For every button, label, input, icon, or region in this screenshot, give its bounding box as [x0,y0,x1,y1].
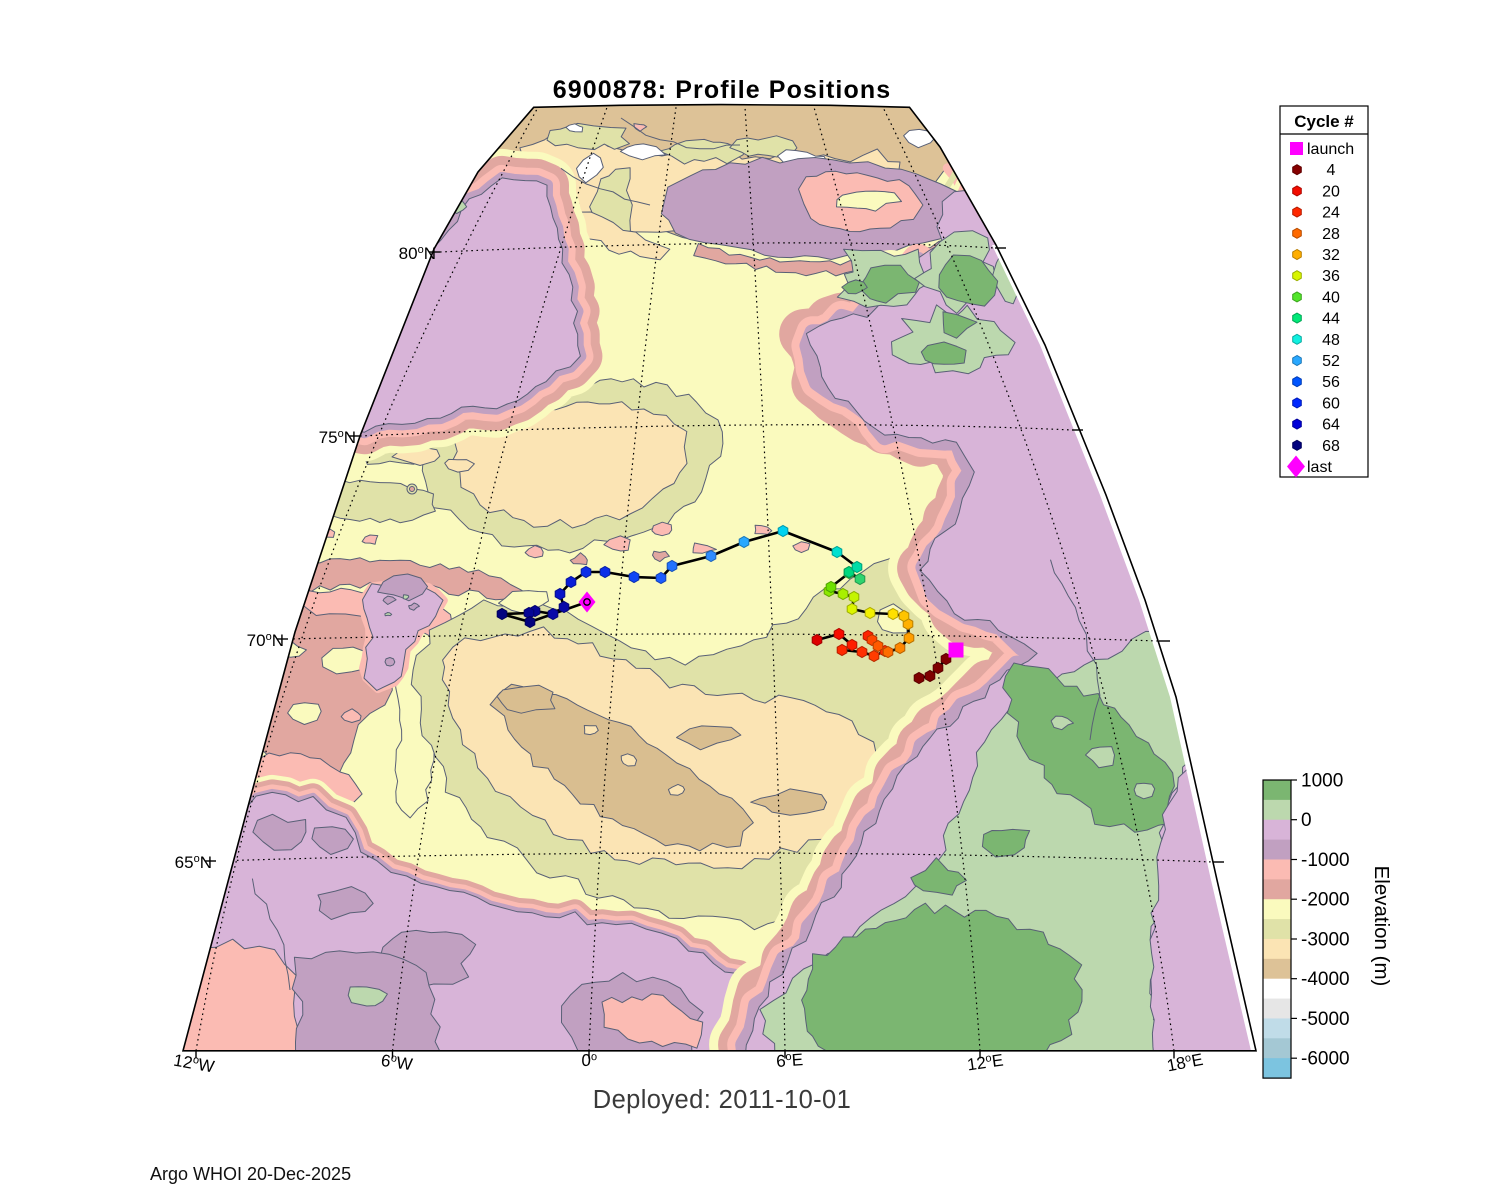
svg-text:-6000: -6000 [1301,1049,1350,1070]
svg-text:24: 24 [1322,205,1340,222]
svg-text:-5000: -5000 [1301,1009,1350,1030]
svg-text:18oE: 18oE [1165,1050,1204,1076]
svg-text:48: 48 [1322,332,1340,349]
svg-text:65oN: 65oN [175,853,212,872]
svg-text:36: 36 [1322,268,1340,285]
svg-text:28: 28 [1322,226,1340,243]
svg-text:-2000: -2000 [1301,890,1350,911]
svg-text:12oE: 12oE [966,1051,1005,1075]
svg-text:6oE: 6oE [776,1050,804,1071]
svg-text:-1000: -1000 [1301,850,1350,871]
svg-text:75oN: 75oN [319,428,356,447]
svg-text:Elevation (m): Elevation (m) [1370,866,1393,987]
svg-text:6oW: 6oW [380,1051,414,1074]
svg-text:Cycle #: Cycle # [1294,112,1354,131]
svg-text:44: 44 [1322,311,1340,328]
svg-text:70oN: 70oN [247,631,284,650]
svg-text:6900878: Profile Positions: 6900878: Profile Positions [553,76,891,104]
svg-text:0o: 0o [581,1051,597,1071]
svg-text:1000: 1000 [1301,771,1343,792]
svg-text:12oW: 12oW [172,1051,216,1077]
svg-text:20: 20 [1322,183,1340,200]
svg-text:0: 0 [1301,810,1312,831]
svg-text:80oN: 80oN [399,244,436,263]
svg-text:40: 40 [1322,289,1340,306]
svg-text:-3000: -3000 [1301,930,1350,951]
svg-text:Argo WHOI 20-Dec-2025: Argo WHOI 20-Dec-2025 [150,1164,351,1184]
svg-text:32: 32 [1322,247,1340,264]
svg-text:52: 52 [1322,353,1340,370]
svg-text:last: last [1307,459,1332,476]
svg-text:4: 4 [1327,162,1336,179]
svg-text:60: 60 [1322,395,1340,412]
svg-text:Deployed: 2011-10-01: Deployed: 2011-10-01 [593,1086,851,1114]
svg-text:64: 64 [1322,417,1340,434]
svg-text:68: 68 [1322,438,1340,455]
svg-text:56: 56 [1322,374,1340,391]
svg-text:-4000: -4000 [1301,969,1350,990]
svg-text:launch: launch [1307,141,1354,158]
